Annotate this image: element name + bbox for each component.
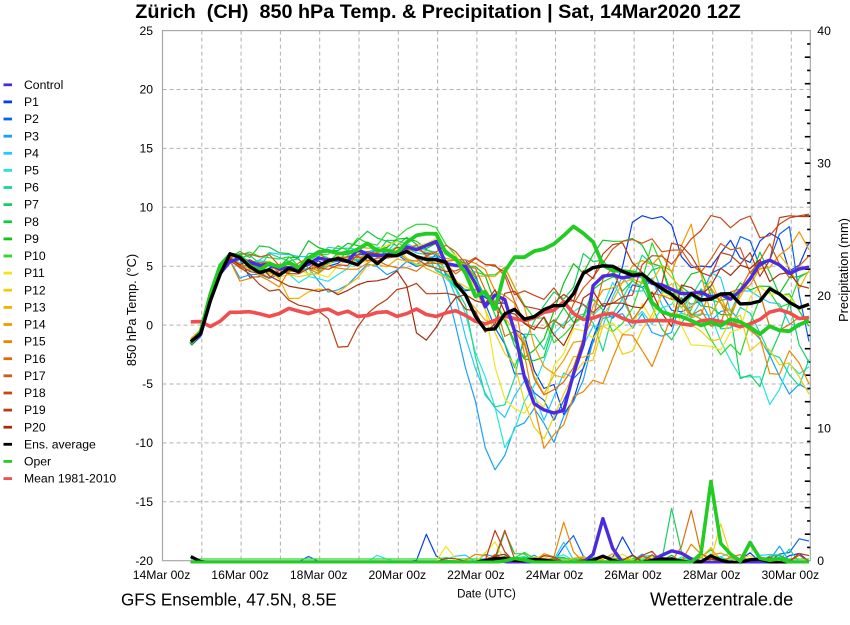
svg-text:-20: -20 [135, 554, 153, 568]
svg-text:22Mar 00z: 22Mar 00z [447, 568, 505, 582]
svg-text:-10: -10 [135, 436, 153, 450]
svg-text:P19: P19 [24, 403, 46, 417]
svg-text:-15: -15 [135, 495, 153, 509]
svg-text:P1: P1 [24, 95, 39, 109]
svg-text:P8: P8 [24, 215, 39, 229]
svg-text:Precipitation (mm): Precipitation (mm) [836, 218, 850, 322]
svg-text:P3: P3 [24, 129, 39, 143]
svg-text:P9: P9 [24, 232, 39, 246]
svg-text:Mean 1981-2010: Mean 1981-2010 [24, 472, 116, 486]
svg-text:P2: P2 [24, 112, 39, 126]
svg-text:26Mar 00z: 26Mar 00z [604, 568, 662, 582]
svg-text:5: 5 [146, 259, 153, 273]
svg-text:28Mar 00z: 28Mar 00z [683, 568, 741, 582]
svg-text:P10: P10 [24, 249, 46, 263]
svg-text:P5: P5 [24, 164, 39, 178]
svg-text:P14: P14 [24, 318, 46, 332]
svg-text:Control: Control [24, 78, 63, 92]
svg-text:20: 20 [817, 289, 831, 303]
svg-text:30: 30 [817, 156, 831, 170]
svg-text:24Mar 00z: 24Mar 00z [526, 568, 584, 582]
svg-text:P16: P16 [24, 352, 46, 366]
svg-text:P15: P15 [24, 335, 46, 349]
svg-text:10: 10 [139, 201, 153, 215]
svg-text:P12: P12 [24, 283, 46, 297]
svg-text:850 hPa Temp. (°C): 850 hPa Temp. (°C) [124, 254, 139, 366]
svg-text:20Mar 00z: 20Mar 00z [369, 568, 427, 582]
svg-text:40: 40 [817, 24, 831, 38]
svg-text:14Mar 00z: 14Mar 00z [133, 568, 191, 582]
svg-text:15: 15 [139, 142, 153, 156]
svg-text:Wetterzentrale.de: Wetterzentrale.de [650, 590, 793, 610]
svg-text:GFS Ensemble, 47.5N, 8.5E: GFS Ensemble, 47.5N, 8.5E [121, 591, 337, 610]
svg-text:P6: P6 [24, 181, 39, 195]
svg-text:20: 20 [139, 83, 153, 97]
svg-text:Oper: Oper [24, 455, 51, 469]
svg-text:Ens. average: Ens. average [24, 437, 96, 451]
svg-text:P13: P13 [24, 300, 46, 314]
svg-text:0: 0 [817, 554, 824, 568]
svg-text:18Mar 00z: 18Mar 00z [290, 568, 348, 582]
svg-text:16Mar 00z: 16Mar 00z [211, 568, 269, 582]
svg-text:P7: P7 [24, 198, 39, 212]
svg-text:P20: P20 [24, 420, 46, 434]
svg-text:30Mar 00z: 30Mar 00z [762, 568, 820, 582]
svg-text:P11: P11 [24, 266, 45, 280]
svg-text:P17: P17 [24, 369, 46, 383]
svg-text:10: 10 [817, 421, 831, 435]
svg-text:Zürich (CH) 850 hPa Temp. &: Zürich (CH) 850 hPa Temp. & Precipitatio… [135, 1, 740, 23]
svg-text:P4: P4 [24, 146, 39, 160]
svg-text:-5: -5 [142, 377, 153, 391]
svg-text:0: 0 [146, 318, 153, 332]
svg-text:Date (UTC): Date (UTC) [457, 589, 516, 601]
svg-text:25: 25 [139, 24, 153, 38]
svg-text:P18: P18 [24, 386, 46, 400]
